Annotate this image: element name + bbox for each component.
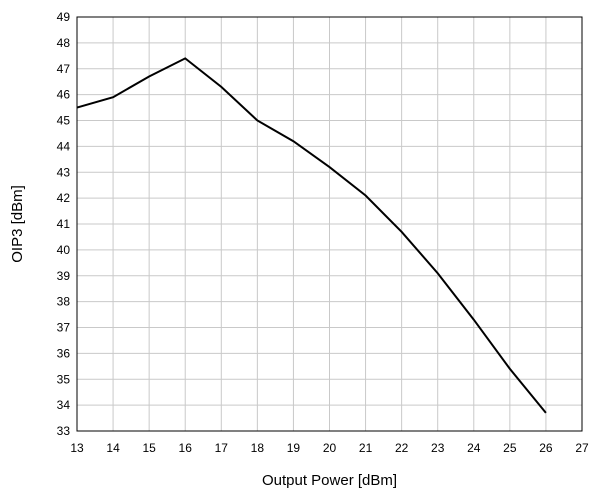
x-tick-label: 17	[215, 441, 229, 455]
x-tick-label: 27	[575, 441, 589, 455]
x-axis-title: Output Power [dBm]	[262, 472, 397, 489]
y-tick-label: 38	[57, 295, 71, 309]
y-tick-labels: 33 34 35 36 37 38 39 40 41 42 43 44 45 46 47 48 49	[57, 10, 71, 438]
y-tick-label: 42	[57, 191, 71, 205]
x-tick-label: 23	[431, 441, 445, 455]
y-tick-label: 49	[57, 10, 71, 24]
y-tick-label: 40	[57, 243, 71, 257]
y-tick-label: 39	[57, 269, 71, 283]
plot-frame	[76, 16, 583, 432]
y-tick-label: 34	[57, 398, 71, 412]
y-tick-label: 43	[57, 165, 71, 179]
x-tick-label: 14	[106, 441, 120, 455]
x-tick-label: 25	[503, 441, 517, 455]
series-layer	[76, 57, 547, 414]
y-tick-label: 46	[57, 88, 71, 102]
series-line	[76, 57, 547, 414]
x-tick-label: 15	[142, 441, 156, 455]
y-tick-label: 41	[57, 217, 71, 231]
y-tick-label: 35	[57, 372, 71, 386]
y-tick-label: 44	[57, 139, 71, 153]
y-tick-label: 33	[57, 424, 71, 438]
x-tick-label: 22	[395, 441, 409, 455]
y-axis-title: OIP3 [dBm]	[9, 185, 26, 263]
x-tick-label: 20	[323, 441, 337, 455]
y-tick-label: 37	[57, 321, 71, 335]
x-tick-label: 26	[539, 441, 553, 455]
x-tick-label: 19	[287, 441, 301, 455]
y-tick-label: 36	[57, 346, 71, 360]
x-tick-label: 13	[70, 441, 84, 455]
y-tick-label: 48	[57, 36, 71, 50]
x-tick-label: 18	[251, 441, 265, 455]
x-tick-label: 21	[359, 441, 373, 455]
y-tick-label: 47	[57, 62, 71, 76]
x-tick-labels: 13 14 15 16 17 18 19 20 21 22 23 24 25 26 27	[70, 441, 589, 455]
x-tick-label: 16	[179, 441, 193, 455]
y-tick-label: 45	[57, 114, 71, 128]
grid	[76, 16, 583, 432]
x-tick-label: 24	[467, 441, 481, 455]
